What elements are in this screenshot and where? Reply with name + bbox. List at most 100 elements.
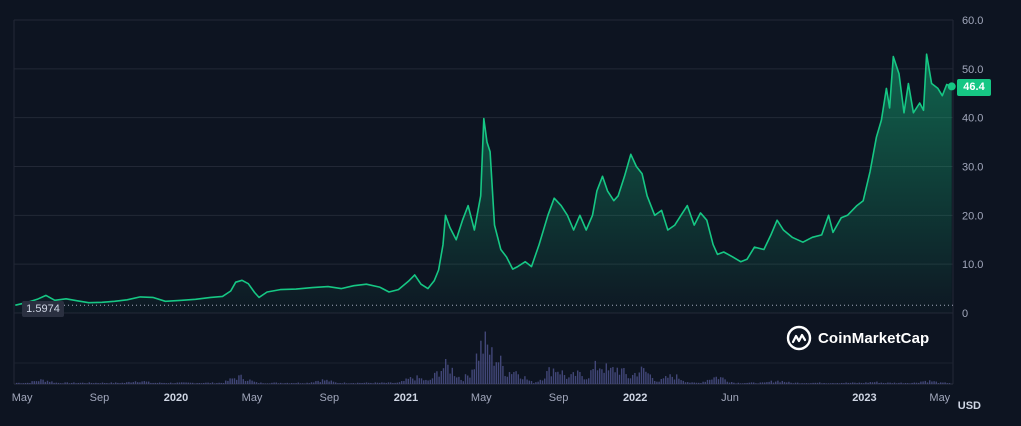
volume-bar bbox=[805, 383, 808, 384]
volume-bar bbox=[504, 376, 506, 384]
volume-bar bbox=[489, 354, 491, 384]
volume-bar bbox=[726, 381, 728, 384]
volume-bar bbox=[786, 382, 788, 384]
volume-bar bbox=[165, 383, 167, 384]
volume-bar bbox=[260, 382, 262, 384]
volume-bar bbox=[170, 382, 172, 384]
volume-bar bbox=[678, 378, 680, 384]
volume-bar bbox=[396, 382, 398, 384]
volume-bar bbox=[431, 378, 434, 384]
volume-bar bbox=[339, 383, 341, 384]
volume-bar bbox=[552, 368, 555, 384]
volume-bar bbox=[841, 382, 843, 384]
volume-bar bbox=[832, 383, 834, 384]
volume-bar bbox=[484, 331, 486, 384]
volume-bar bbox=[913, 382, 915, 384]
volume-bar bbox=[588, 378, 590, 384]
volume-bar bbox=[112, 383, 115, 384]
volume-bar bbox=[695, 382, 698, 384]
volume-bar bbox=[596, 370, 599, 384]
volume-bar bbox=[625, 374, 627, 384]
current-price-dot bbox=[947, 82, 956, 91]
volume-bar bbox=[244, 380, 247, 384]
volume-bar bbox=[407, 378, 409, 384]
volume-bar bbox=[770, 380, 772, 384]
volume-bar bbox=[16, 382, 18, 384]
volume-bar bbox=[821, 383, 823, 384]
volume-bar bbox=[645, 371, 647, 384]
x-tick-label: Jun bbox=[721, 392, 739, 404]
volume-bar bbox=[222, 383, 225, 384]
volume-bar bbox=[744, 383, 746, 384]
y-tick-label: 0 bbox=[962, 308, 968, 320]
volume-bar bbox=[852, 382, 854, 384]
volume-bar bbox=[768, 381, 770, 384]
volume-bar bbox=[836, 383, 838, 384]
volume-bar bbox=[132, 382, 134, 384]
volume-bar bbox=[51, 381, 53, 384]
volume-bar bbox=[405, 378, 407, 384]
volume-bar bbox=[376, 382, 379, 384]
volume-bar bbox=[90, 382, 93, 384]
volume-bar bbox=[154, 382, 156, 384]
volume-bar bbox=[22, 383, 24, 384]
volume-bar bbox=[75, 383, 77, 384]
volume-bar bbox=[519, 378, 522, 384]
volume-bar bbox=[814, 382, 816, 384]
volume-bar bbox=[211, 382, 214, 384]
x-tick-label: May bbox=[929, 392, 950, 404]
volume-bar bbox=[647, 373, 649, 384]
volume-bar bbox=[401, 381, 403, 384]
volume-bar bbox=[909, 383, 911, 384]
y-axis-ticks: 60.0 50.0 40.0 30.0 20.0 10.0 0 bbox=[962, 15, 983, 320]
volume-bar bbox=[451, 367, 453, 384]
volume-bar bbox=[621, 368, 623, 384]
volume-bar bbox=[185, 382, 187, 384]
volume-bar bbox=[77, 382, 79, 384]
volume-bar bbox=[759, 382, 761, 384]
price-area-fill bbox=[15, 54, 952, 313]
volume-bar bbox=[266, 383, 269, 384]
volume-bar bbox=[174, 383, 176, 384]
volume-bar bbox=[834, 383, 836, 384]
volume-bar bbox=[262, 383, 264, 384]
volume-bar bbox=[698, 382, 700, 384]
volume-bar bbox=[889, 382, 891, 384]
volume-bar bbox=[816, 382, 819, 384]
volume-bar bbox=[775, 381, 777, 384]
volume-bar bbox=[79, 382, 82, 384]
volume-bar bbox=[865, 382, 867, 384]
volume-bar bbox=[885, 383, 887, 384]
volume-bar bbox=[471, 369, 473, 384]
volume-bar bbox=[922, 381, 924, 384]
y-tick-label: 20.0 bbox=[962, 210, 983, 222]
volume-bar bbox=[823, 383, 825, 384]
volume-bar bbox=[902, 383, 904, 384]
volume-bar bbox=[715, 376, 717, 384]
volume-bar bbox=[82, 382, 84, 384]
volume-bar bbox=[348, 383, 350, 384]
volume-bar bbox=[788, 381, 790, 384]
volume-bar bbox=[783, 381, 786, 384]
volume-bar bbox=[579, 372, 581, 384]
volume-bar bbox=[524, 376, 526, 384]
volume-bar bbox=[801, 383, 803, 384]
volume-bar bbox=[335, 382, 337, 384]
volume-bar bbox=[843, 383, 845, 384]
volume-bar bbox=[40, 379, 42, 384]
volume-bar bbox=[423, 380, 425, 384]
volume-bar bbox=[724, 379, 726, 384]
volume-bar bbox=[128, 381, 130, 384]
volume-bar bbox=[385, 382, 387, 384]
volume-bar bbox=[654, 380, 656, 384]
volume-bar bbox=[101, 382, 104, 384]
volume-bar bbox=[46, 380, 49, 384]
volume-bar bbox=[203, 382, 205, 384]
volume-bar bbox=[860, 382, 863, 384]
volume-bar bbox=[225, 380, 227, 384]
volume-bar bbox=[68, 383, 71, 384]
volume-bar bbox=[948, 383, 951, 384]
volume-bar bbox=[893, 382, 896, 384]
volume-bar bbox=[95, 382, 97, 384]
